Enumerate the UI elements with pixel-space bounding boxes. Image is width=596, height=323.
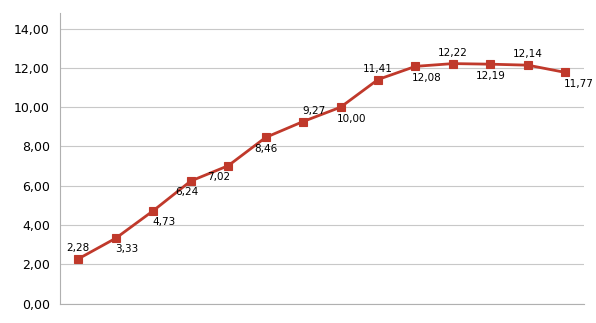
Text: 8,46: 8,46: [254, 144, 277, 154]
Text: 12,22: 12,22: [438, 48, 468, 58]
Text: 12,14: 12,14: [513, 49, 543, 59]
Text: 11,77: 11,77: [564, 79, 594, 89]
Text: 9,27: 9,27: [303, 106, 326, 116]
Text: 2,28: 2,28: [67, 243, 90, 253]
Text: 6,24: 6,24: [175, 187, 198, 197]
Text: 4,73: 4,73: [153, 216, 176, 226]
Text: 12,08: 12,08: [412, 73, 442, 83]
Text: 11,41: 11,41: [363, 64, 393, 74]
Text: 10,00: 10,00: [337, 114, 367, 124]
Text: 3,33: 3,33: [116, 244, 139, 254]
Text: 12,19: 12,19: [476, 71, 505, 81]
Text: 7,02: 7,02: [207, 172, 231, 182]
